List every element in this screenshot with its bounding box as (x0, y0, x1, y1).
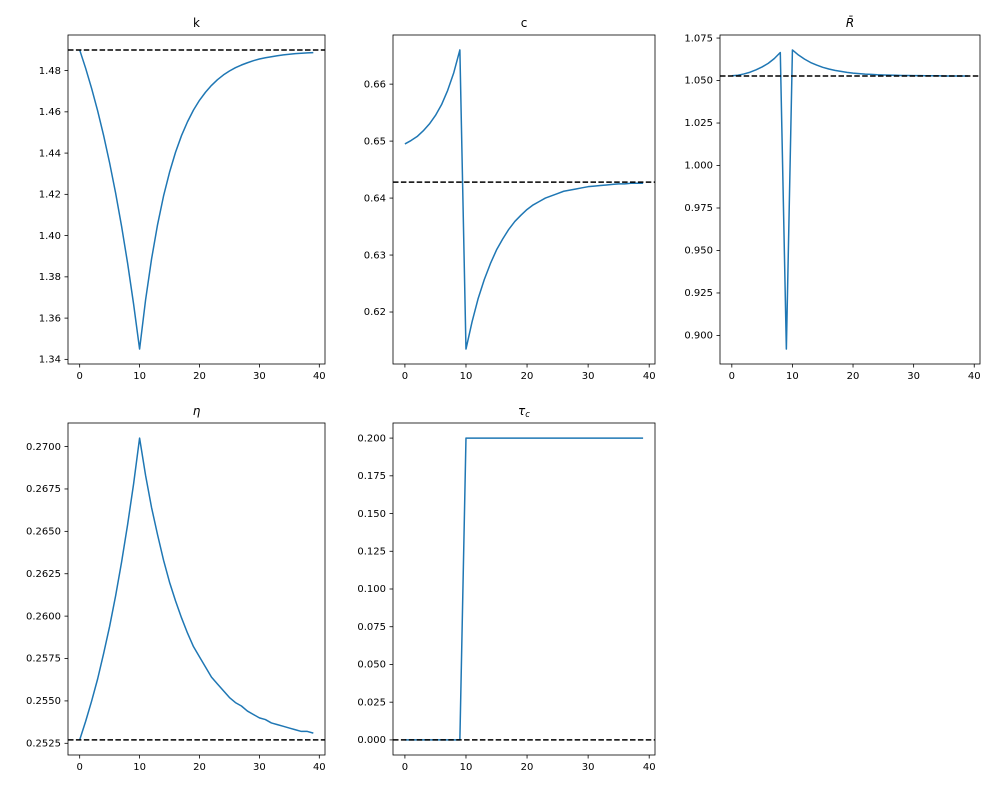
subplot-c: 0 10 20 30 40 0.62 0.63 0.64 0.65 0.66 c (364, 16, 656, 382)
y-tick-label-c: 0.65 (364, 136, 386, 147)
y-tick-label-k: 1.34 (39, 355, 61, 366)
y-tick-label-eta: 0.2600 (26, 611, 61, 622)
y-tick-label-rbar: 1.000 (684, 161, 713, 172)
x-tick-label-rbar: 20 (847, 371, 860, 382)
y-tick-label-c: 0.64 (364, 193, 386, 204)
subplot-title-rbar: R̄ (846, 16, 854, 30)
subplot-k: 0 10 20 30 40 1.34 1.36 1.38 1.40 1.42 1.44 1.46 1.4… (39, 16, 326, 382)
y-tick-label-k: 1.38 (39, 272, 61, 283)
x-tick-label-eta: 20 (193, 762, 206, 773)
x-tick-label-k: 0 (76, 371, 82, 382)
y-tick-label-k: 1.36 (39, 313, 61, 324)
x-tick-label-eta: 40 (313, 762, 326, 773)
x-tick-label-tau_c: 40 (643, 762, 656, 773)
series-line-k (78, 49, 314, 350)
y-tick-label-c: 0.62 (364, 307, 386, 318)
x-tick-label-rbar: 40 (968, 371, 981, 382)
y-tick-label-tau_c: 0.200 (357, 433, 386, 444)
subplot-title-eta: η (193, 404, 201, 418)
x-tick-label-eta: 30 (253, 762, 266, 773)
y-tick-label-tau_c: 0.000 (357, 735, 386, 746)
y-tick-label-tau_c: 0.125 (357, 546, 386, 557)
x-tick-label-c: 0 (402, 371, 408, 382)
y-tick-label-eta: 0.2650 (26, 527, 61, 538)
x-tick-label-c: 10 (460, 371, 473, 382)
y-tick-label-rbar: 1.050 (684, 76, 713, 87)
x-tick-label-rbar: 10 (786, 371, 799, 382)
subplot-rbar: 0 10 20 30 40 0.900 0.925 0.950 0.975 1.000 1.025 1… (684, 16, 980, 382)
y-tick-label-k: 1.46 (39, 107, 61, 118)
x-tick-label-k: 40 (313, 371, 326, 382)
subplot-title-c: c (521, 16, 528, 30)
axes-frame-eta (67, 422, 326, 756)
x-tick-label-k: 30 (253, 371, 266, 382)
y-tick-label-rbar: 1.025 (684, 118, 713, 129)
x-tick-label-c: 40 (643, 371, 656, 382)
x-tick-label-eta: 0 (76, 762, 82, 773)
y-tick-label-tau_c: 0.075 (357, 622, 386, 633)
y-tick-label-rbar: 0.975 (684, 203, 713, 214)
x-tick-label-k: 10 (133, 371, 146, 382)
x-tick-label-c: 30 (582, 371, 595, 382)
series-line-tau_c (404, 437, 644, 741)
series-line-eta (78, 437, 314, 741)
x-tick-label-c: 20 (521, 371, 534, 382)
x-tick-label-tau_c: 10 (460, 762, 473, 773)
y-tick-label-tau_c: 0.175 (357, 471, 386, 482)
series-line-rbar (731, 49, 969, 350)
y-tick-label-eta: 0.2625 (26, 569, 61, 580)
y-tick-label-rbar: 1.075 (684, 33, 713, 44)
x-tick-label-tau_c: 0 (402, 762, 408, 773)
y-tick-label-tau_c: 0.150 (357, 509, 386, 520)
y-tick-label-k: 1.44 (39, 148, 61, 159)
y-tick-label-rbar: 0.900 (684, 331, 713, 342)
axes-frame-c (392, 34, 656, 365)
y-tick-label-k: 1.40 (39, 231, 61, 242)
axes-frame-rbar (719, 34, 981, 365)
series-line-c (404, 49, 644, 350)
axes-frame-k (67, 34, 326, 365)
y-tick-label-k: 1.42 (39, 190, 61, 201)
axes-frame-tau_c (392, 422, 656, 756)
y-tick-label-eta: 0.2575 (26, 654, 61, 665)
y-tick-label-eta: 0.2525 (26, 739, 61, 750)
x-tick-label-rbar: 30 (907, 371, 920, 382)
y-tick-label-eta: 0.2700 (26, 442, 61, 453)
y-tick-label-rbar: 0.950 (684, 246, 713, 257)
subplot-title-k: k (193, 16, 200, 30)
y-tick-label-tau_c: 0.050 (357, 660, 386, 671)
y-tick-label-tau_c: 0.025 (357, 697, 386, 708)
x-tick-label-rbar: 0 (729, 371, 735, 382)
y-tick-label-rbar: 0.925 (684, 288, 713, 299)
y-tick-label-c: 0.63 (364, 250, 386, 261)
x-tick-label-tau_c: 20 (521, 762, 534, 773)
y-tick-label-k: 1.48 (39, 66, 61, 77)
subplot-eta: 0 10 20 30 40 0.2525 0.2550 0.2575 0.2600 0.2625 0… (26, 404, 326, 773)
y-tick-label-eta: 0.2550 (26, 696, 61, 707)
y-tick-label-c: 0.66 (364, 79, 386, 90)
subplot-tau_c: 0 10 20 30 40 0.000 0.025 0.050 0.075 0.100 0.125 0… (357, 404, 655, 773)
x-tick-label-eta: 10 (133, 762, 146, 773)
y-tick-label-eta: 0.2675 (26, 484, 61, 495)
y-tick-label-tau_c: 0.100 (357, 584, 386, 595)
x-tick-label-k: 20 (193, 371, 206, 382)
x-tick-label-tau_c: 30 (582, 762, 595, 773)
subplot-title-tau_c: τc (518, 404, 530, 420)
